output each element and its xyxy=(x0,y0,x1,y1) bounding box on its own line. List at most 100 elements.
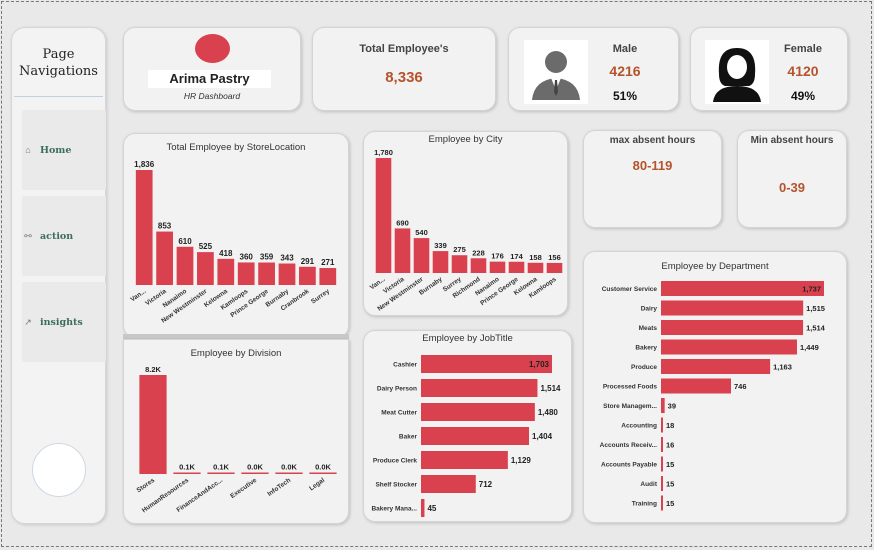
bar[interactable] xyxy=(241,472,269,475)
category-label: Store Managem... xyxy=(603,403,657,410)
female-percent: 49% xyxy=(790,89,816,103)
nav-item-insights[interactable]: ↗ insights xyxy=(22,282,106,362)
bar[interactable] xyxy=(421,355,552,373)
bar[interactable] xyxy=(432,251,449,273)
bar[interactable] xyxy=(156,231,173,285)
bar[interactable] xyxy=(309,472,337,475)
nav-item-action[interactable]: ⚯ action xyxy=(22,196,106,276)
bar[interactable] xyxy=(421,403,535,421)
bar[interactable] xyxy=(661,417,663,433)
bar[interactable] xyxy=(207,472,235,475)
category-label: Bakery Mana... xyxy=(371,506,417,513)
bar[interactable] xyxy=(197,252,214,285)
bar[interactable] xyxy=(508,261,525,273)
bar[interactable] xyxy=(237,262,255,285)
data-label: 360 xyxy=(240,252,254,261)
data-label: 1,780 xyxy=(374,148,393,157)
bar[interactable] xyxy=(421,427,529,445)
bar[interactable] xyxy=(489,261,506,273)
male-card: Male 4216 51% xyxy=(508,27,679,111)
bar[interactable] xyxy=(176,246,194,285)
nav-item-home[interactable]: ⌂ Home xyxy=(22,110,106,190)
kpi-label: Male xyxy=(612,43,638,55)
data-label: 45 xyxy=(427,504,436,513)
bar[interactable] xyxy=(135,170,153,285)
nav-item-label: Home xyxy=(40,144,72,156)
data-label: 853 xyxy=(158,222,172,231)
data-label: 1,514 xyxy=(806,324,826,333)
bar[interactable] xyxy=(139,375,167,474)
data-label: 1,480 xyxy=(538,408,559,417)
category-label: Produce xyxy=(631,364,657,371)
data-label: 0.0K xyxy=(281,463,297,472)
page-navigation-panel: Page Navigations ⌂ Home ⚯ action ↗ insig… xyxy=(11,27,106,524)
kpi-label: Female xyxy=(784,43,822,55)
bar[interactable] xyxy=(258,262,275,285)
bar[interactable] xyxy=(421,475,476,493)
category-label: Meat Cutter xyxy=(381,410,417,417)
bar[interactable] xyxy=(661,456,663,472)
bar[interactable] xyxy=(661,281,824,296)
category-label: Accounts Receiv... xyxy=(600,442,658,449)
nav-circle-button[interactable] xyxy=(32,443,86,497)
bar[interactable] xyxy=(275,472,303,475)
data-label: 1,737 xyxy=(802,285,821,294)
bar[interactable] xyxy=(173,472,201,475)
min-absent-value: 0-39 xyxy=(778,180,806,195)
bar[interactable] xyxy=(451,255,468,273)
bar[interactable] xyxy=(319,268,337,285)
bar[interactable] xyxy=(661,300,804,316)
data-label: 525 xyxy=(199,242,213,251)
data-label: 0.1K xyxy=(179,463,195,472)
category-label: Accounting xyxy=(621,423,657,430)
bar[interactable] xyxy=(470,258,487,273)
data-label: 0.0K xyxy=(247,463,263,472)
section-divider xyxy=(123,334,349,339)
bar[interactable] xyxy=(661,398,665,413)
bar[interactable] xyxy=(217,258,235,285)
bar[interactable] xyxy=(413,238,430,273)
category-label: Legal xyxy=(308,477,326,493)
brand-card: Arima Pastry HR Dashboard xyxy=(123,27,301,111)
data-label: 418 xyxy=(219,249,233,258)
jobtitle-chart-card: Employee by JobTitle Cashier 1,703 Dairy P… xyxy=(363,330,572,522)
data-label: 174 xyxy=(510,252,523,261)
bar[interactable] xyxy=(278,263,296,285)
data-label: 176 xyxy=(491,252,504,261)
nav-divider xyxy=(14,96,103,97)
bar[interactable] xyxy=(661,339,797,355)
division-chart: 8.2KStores0.1KHumanResources0.1KFinanceA… xyxy=(136,365,337,514)
data-label: 1,514 xyxy=(540,384,561,393)
link-icon: ⚯ xyxy=(24,230,32,241)
data-label: 1,129 xyxy=(511,456,532,465)
bar[interactable] xyxy=(375,158,392,273)
bar[interactable] xyxy=(421,451,508,469)
category-label: Stores xyxy=(136,477,157,495)
bar[interactable] xyxy=(527,262,544,273)
bar[interactable] xyxy=(546,262,563,273)
chart-title: Total Employee by StoreLocation xyxy=(166,142,306,153)
category-label: Training xyxy=(632,501,657,508)
brand-subtitle: HR Dashboard xyxy=(183,91,241,101)
bar[interactable] xyxy=(421,379,538,397)
nav-item-label: action xyxy=(40,230,74,242)
bar[interactable] xyxy=(394,228,411,273)
category-label: Processed Foods xyxy=(603,384,658,391)
data-label: 1,836 xyxy=(134,160,155,169)
data-label: 343 xyxy=(280,254,294,263)
bar[interactable] xyxy=(661,495,663,511)
bar[interactable] xyxy=(661,476,663,491)
category-label: Surrey xyxy=(310,288,331,306)
bar[interactable] xyxy=(661,378,732,394)
bar[interactable] xyxy=(661,437,663,452)
bar[interactable] xyxy=(661,320,804,335)
bar[interactable] xyxy=(421,499,425,517)
house-icon: ⌂ xyxy=(25,145,31,155)
bar[interactable] xyxy=(299,266,316,285)
data-label: 690 xyxy=(396,218,409,227)
data-label: 271 xyxy=(321,258,335,267)
category-label: Produce Clerk xyxy=(373,458,417,465)
division-chart-card: Employee by Division 8.2K Stores 0.1K Human… xyxy=(123,339,349,524)
category-label: Executive xyxy=(229,477,258,500)
bar[interactable] xyxy=(661,359,771,374)
